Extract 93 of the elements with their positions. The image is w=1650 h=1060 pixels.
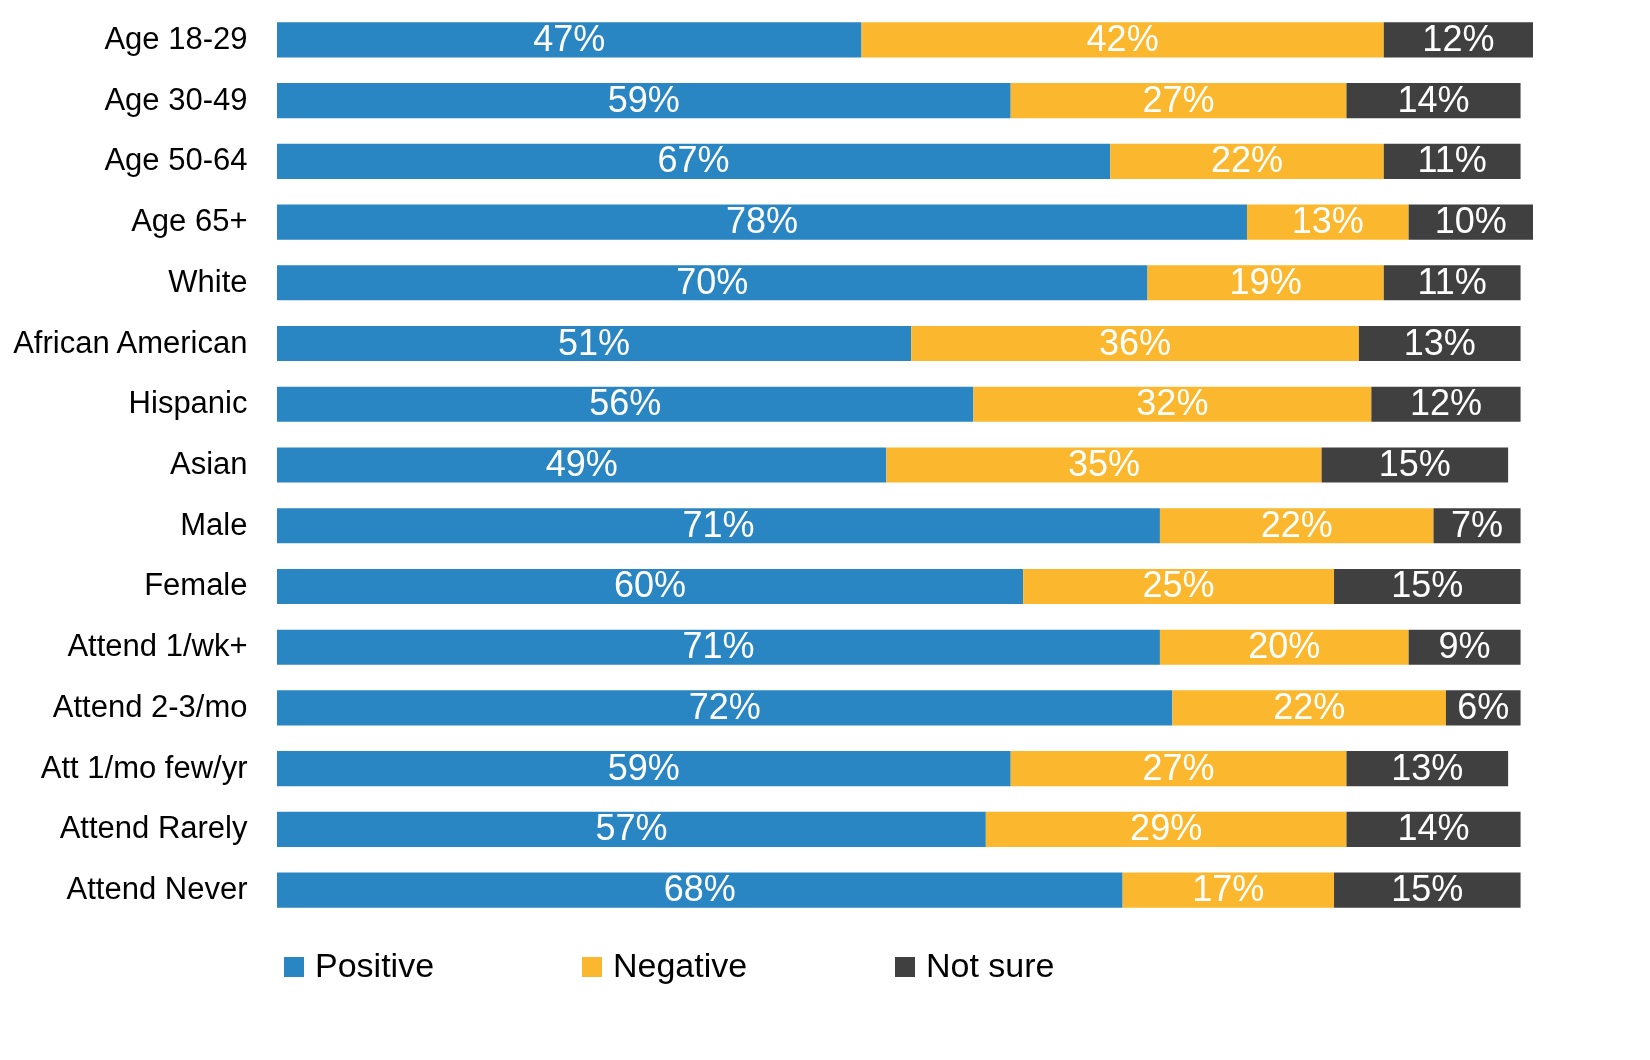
y-tick-label: Asian xyxy=(169,446,248,481)
y-tick-label: Age 18-29 xyxy=(104,20,248,56)
data-label: 47% xyxy=(533,17,606,59)
bar xyxy=(277,22,862,58)
bar xyxy=(1147,265,1384,301)
data-label: 36% xyxy=(1099,321,1172,363)
bar xyxy=(277,325,912,362)
data-label: 14% xyxy=(1397,78,1470,120)
bar xyxy=(985,811,1347,848)
bar xyxy=(277,629,1160,665)
data-label: 51% xyxy=(558,321,631,363)
data-label: 11% xyxy=(1417,260,1487,302)
data-label: 13% xyxy=(1291,200,1364,242)
data-label: 60% xyxy=(614,564,687,606)
data-label: 19% xyxy=(1229,260,1302,302)
bar xyxy=(1172,690,1446,726)
bar xyxy=(277,811,986,848)
data-label: 13% xyxy=(1391,746,1464,788)
data-label: 27% xyxy=(1142,78,1215,120)
data-label: 29% xyxy=(1130,807,1203,849)
bar xyxy=(1023,568,1335,605)
bar xyxy=(277,204,1247,240)
y-tick-label: Att 1/mo few/yr xyxy=(40,749,248,785)
data-label: 71% xyxy=(682,625,755,667)
bar xyxy=(277,872,1123,908)
y-tick-label: Male xyxy=(180,506,248,542)
y-tick-label: Attend Rarely xyxy=(59,810,248,846)
data-label: 11% xyxy=(1417,139,1487,181)
data-label: 22% xyxy=(1273,685,1346,727)
data-label: 7% xyxy=(1451,503,1504,545)
data-label: 59% xyxy=(607,746,680,788)
bar xyxy=(277,82,1011,119)
bar xyxy=(1010,82,1347,119)
bar xyxy=(277,447,887,483)
legend-label: Negative xyxy=(613,946,748,984)
data-label: 22% xyxy=(1210,139,1284,181)
data-label: 27% xyxy=(1142,746,1215,788)
data-label: 14% xyxy=(1397,807,1470,849)
bar xyxy=(277,568,1024,605)
bar xyxy=(911,325,1359,362)
bar xyxy=(1122,872,1335,908)
y-tick-label: Hispanic xyxy=(128,385,248,421)
y-tick-label: White xyxy=(168,263,248,299)
data-label: 72% xyxy=(688,685,761,727)
data-label: 78% xyxy=(725,200,799,242)
data-label: 42% xyxy=(1086,17,1159,59)
bar xyxy=(973,386,1372,422)
data-label: 70% xyxy=(676,260,749,302)
y-tick-label: Age 50-64 xyxy=(104,142,248,178)
data-label: 10% xyxy=(1434,200,1507,242)
bar xyxy=(277,508,1160,544)
data-label: 13% xyxy=(1403,321,1476,363)
data-label: 68% xyxy=(663,868,736,910)
y-tick-label: Attend 1/wk+ xyxy=(67,628,248,664)
legend-label: Not sure xyxy=(926,946,1055,984)
y-tick-label: Female xyxy=(144,567,248,603)
data-label: 12% xyxy=(1409,382,1482,424)
data-label: 59% xyxy=(607,78,680,120)
bar xyxy=(277,265,1148,301)
y-tick-label: Attend 2-3/mo xyxy=(52,688,248,724)
bar xyxy=(1110,143,1384,179)
data-label: 71% xyxy=(682,503,755,545)
data-label: 56% xyxy=(589,382,662,424)
data-label: 12% xyxy=(1422,17,1495,59)
data-label: 17% xyxy=(1192,868,1265,910)
y-tick-label: African American xyxy=(13,324,248,360)
bar xyxy=(1159,629,1409,665)
data-label: 32% xyxy=(1136,382,1209,424)
y-tick-label: Attend Never xyxy=(66,871,248,907)
data-label: 49% xyxy=(545,443,618,484)
bar xyxy=(1010,751,1347,787)
data-label: 22% xyxy=(1260,503,1333,545)
data-label: 20% xyxy=(1248,625,1321,667)
bar xyxy=(861,22,1384,58)
data-label: 25% xyxy=(1142,564,1215,606)
bar xyxy=(886,447,1322,483)
bar xyxy=(277,143,1111,179)
bar xyxy=(277,386,974,422)
data-label: 67% xyxy=(657,139,730,181)
bar xyxy=(277,751,1011,787)
legend-label: Positive xyxy=(315,946,435,984)
data-label: 15% xyxy=(1391,564,1464,606)
bar xyxy=(1159,508,1434,544)
data-label: 35% xyxy=(1067,443,1140,484)
bar xyxy=(277,690,1173,726)
data-label: 9% xyxy=(1438,625,1491,667)
y-tick-label: Age 65+ xyxy=(131,203,248,239)
data-label: 15% xyxy=(1391,868,1464,910)
data-label: 6% xyxy=(1457,685,1510,727)
y-tick-label: Age 30-49 xyxy=(104,81,248,117)
data-label: 15% xyxy=(1378,443,1451,484)
bar xyxy=(1321,447,1509,483)
data-label: 57% xyxy=(595,807,668,849)
